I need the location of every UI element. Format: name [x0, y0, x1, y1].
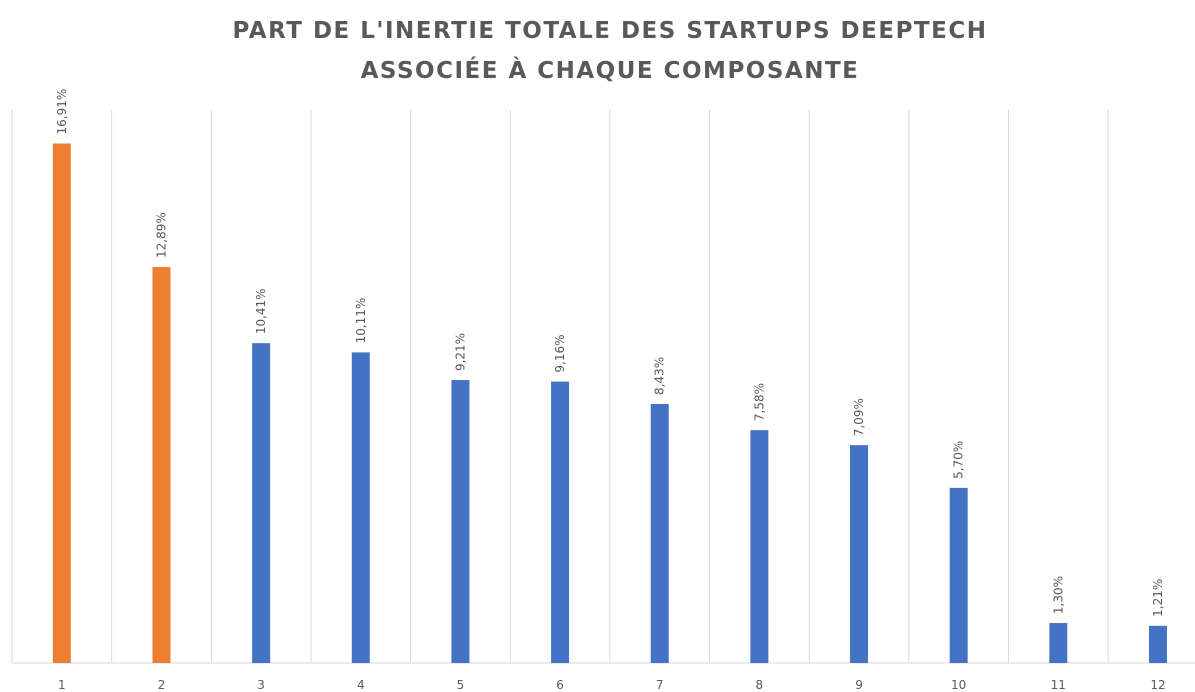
- data-label: 1,30%: [1051, 576, 1065, 614]
- data-label: 10,11%: [354, 298, 368, 344]
- data-label: 10,41%: [254, 288, 268, 334]
- bar: [949, 487, 968, 663]
- x-tick-label: 8: [756, 678, 764, 692]
- data-label: 12,89%: [154, 212, 168, 258]
- bar: [451, 380, 470, 663]
- bar: [1148, 625, 1167, 663]
- x-tick-label: 4: [357, 678, 365, 692]
- data-label: 7,58%: [752, 383, 766, 421]
- x-tick-label: 10: [951, 678, 966, 692]
- bar: [351, 352, 370, 663]
- bar: [551, 381, 570, 663]
- data-label: 16,91%: [55, 89, 69, 135]
- data-label: 5,70%: [952, 441, 966, 479]
- bar: [52, 143, 71, 663]
- bar: [1049, 623, 1068, 663]
- bar: [850, 445, 869, 663]
- x-tick-label: 3: [257, 678, 265, 692]
- x-tick-label: 7: [656, 678, 664, 692]
- bar: [750, 430, 769, 663]
- bar: [152, 266, 171, 663]
- data-label: 1,21%: [1151, 579, 1165, 617]
- x-tick-label: 9: [855, 678, 863, 692]
- bar: [252, 343, 271, 663]
- x-tick-label: 5: [457, 678, 465, 692]
- bar: [650, 404, 669, 663]
- chart-title: PART DE L'INERTIE TOTALE DES STARTUPS DE…: [233, 18, 988, 44]
- x-tick-label: 2: [158, 678, 166, 692]
- data-label: 9,16%: [553, 334, 567, 372]
- x-tick-label: 11: [1051, 678, 1066, 692]
- data-label: 8,43%: [653, 357, 667, 395]
- x-tick-label: 1: [58, 678, 66, 692]
- chart-title: ASSOCIÉE À CHAQUE COMPOSANTE: [361, 56, 860, 84]
- x-tick-label: 6: [556, 678, 564, 692]
- x-tick-label: 12: [1150, 678, 1165, 692]
- data-label: 9,21%: [453, 333, 467, 371]
- data-label: 7,09%: [852, 398, 866, 436]
